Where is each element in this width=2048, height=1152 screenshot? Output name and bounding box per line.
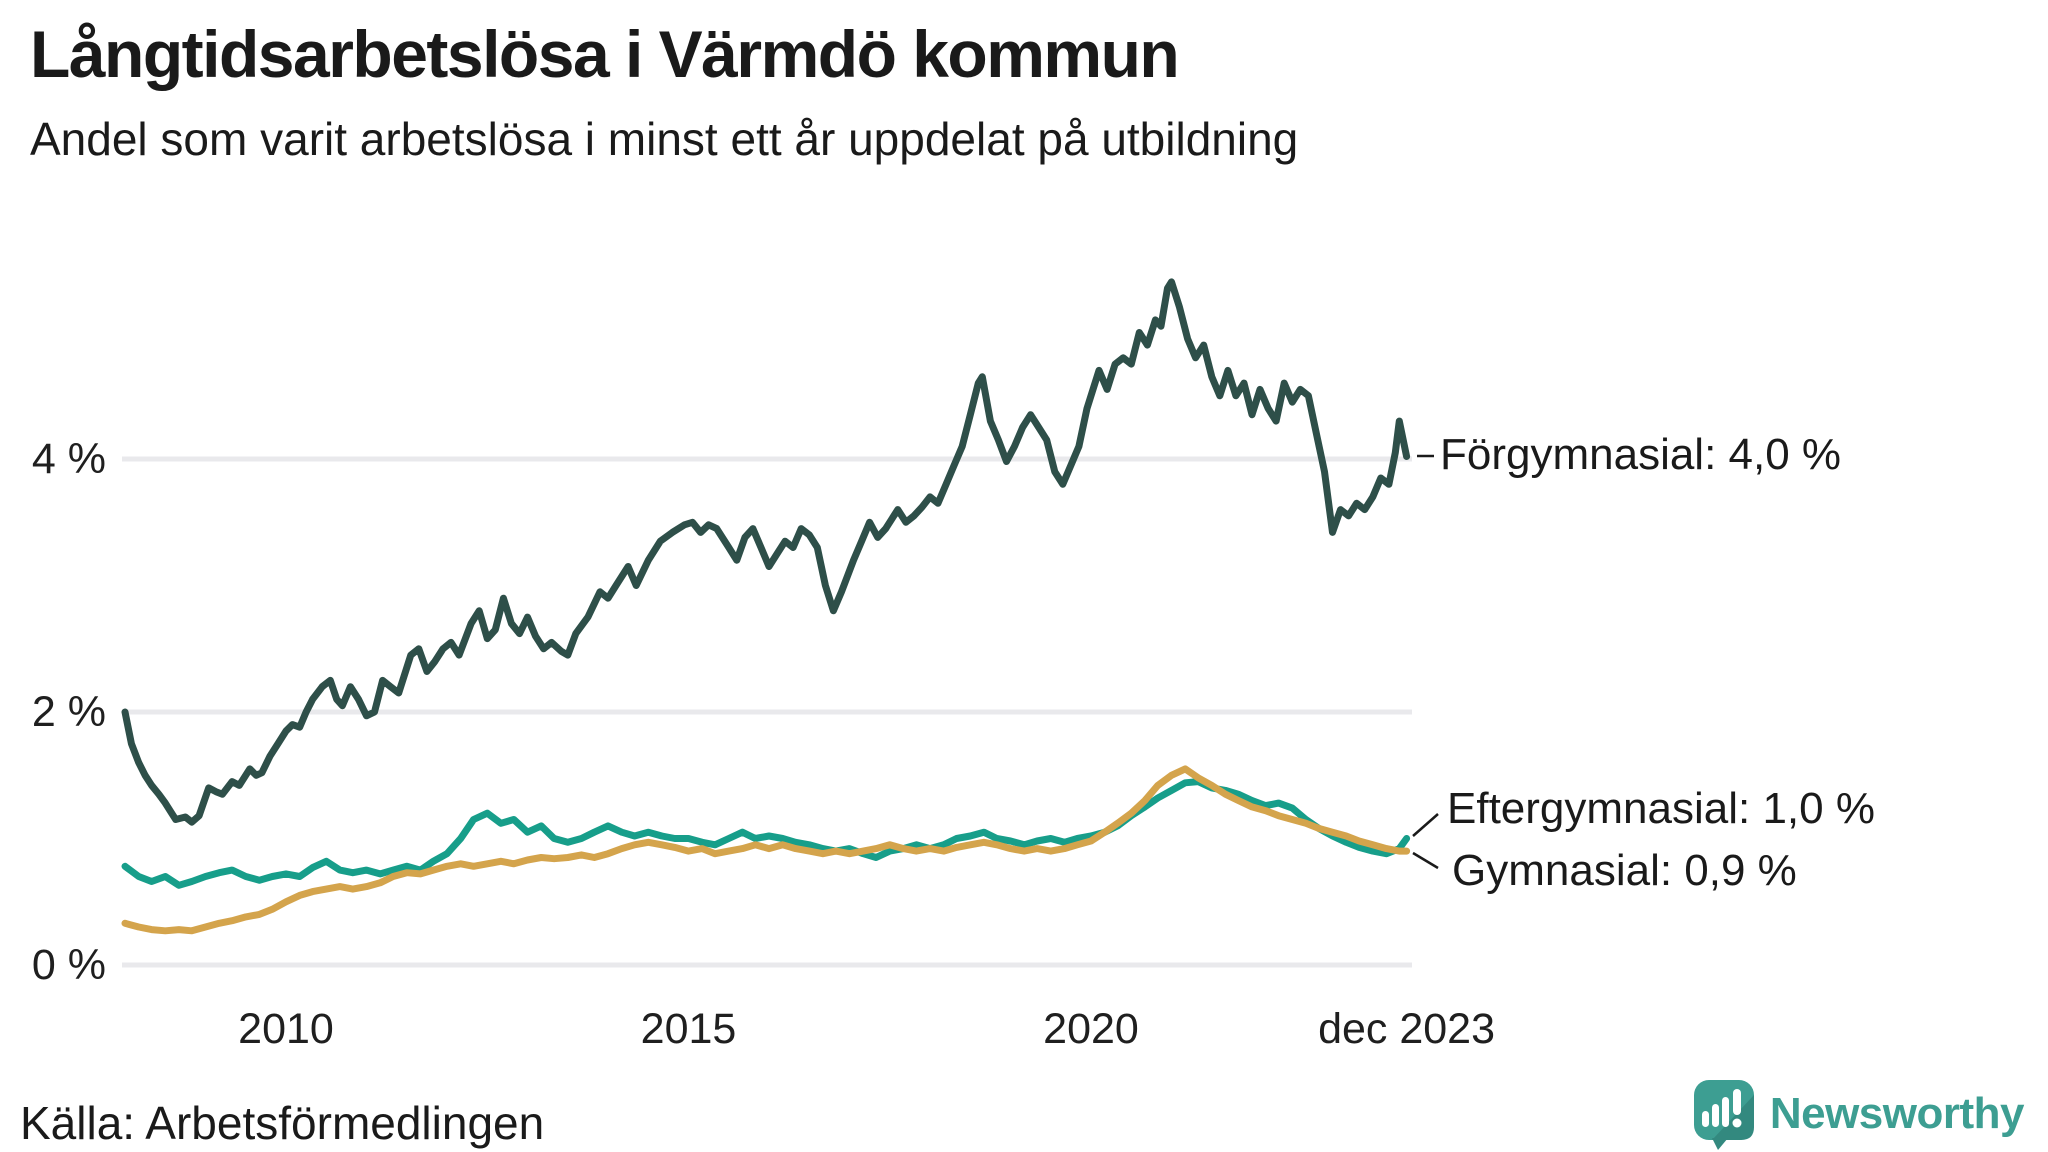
series-line-forgymnasial	[121, 278, 1411, 826]
brand-name: Newsworthy	[1769, 1089, 2025, 1138]
page-subtitle: Andel som varit arbetslösa i minst ett å…	[30, 113, 1299, 165]
y-tick-label-4: 4 %	[31, 435, 106, 483]
x-tick-label-2020: 2020	[1043, 1005, 1139, 1053]
newsworthy-icon	[1693, 1080, 1754, 1150]
leader-line-eftergymnasial	[1412, 813, 1439, 837]
page-title: Långtidsarbetslösa i Värmdö kommun	[30, 17, 1180, 91]
brand-logo: Newsworthy	[1692, 1078, 2025, 1150]
source-note: Källa: Arbetsförmedlingen	[20, 1097, 545, 1149]
series-line-eftergymnasial	[121, 778, 1411, 889]
series-line-gymnasial	[121, 765, 1411, 935]
x-tick-label-dec-2023: dec 2023	[1318, 1005, 1496, 1053]
y-tick-label-2: 2 %	[31, 688, 106, 736]
x-tick-label-2015: 2015	[640, 1005, 737, 1053]
x-tick-label-2010: 2010	[238, 1005, 334, 1053]
y-tick-label-0: 0 %	[31, 941, 106, 989]
leader-line-gymnasial	[1412, 851, 1439, 870]
gridlines	[122, 456, 1412, 968]
end-label-gymnasial: Gymnasial: 0,9 %	[1452, 846, 1797, 895]
leader-lines	[1412, 454, 1439, 870]
end-label-forgymnasial: Förgymnasial: 4,0 %	[1440, 430, 1842, 479]
series-lines	[121, 278, 1411, 935]
end-label-eftergymnasial: Eftergymnasial: 1,0 %	[1447, 784, 1875, 833]
